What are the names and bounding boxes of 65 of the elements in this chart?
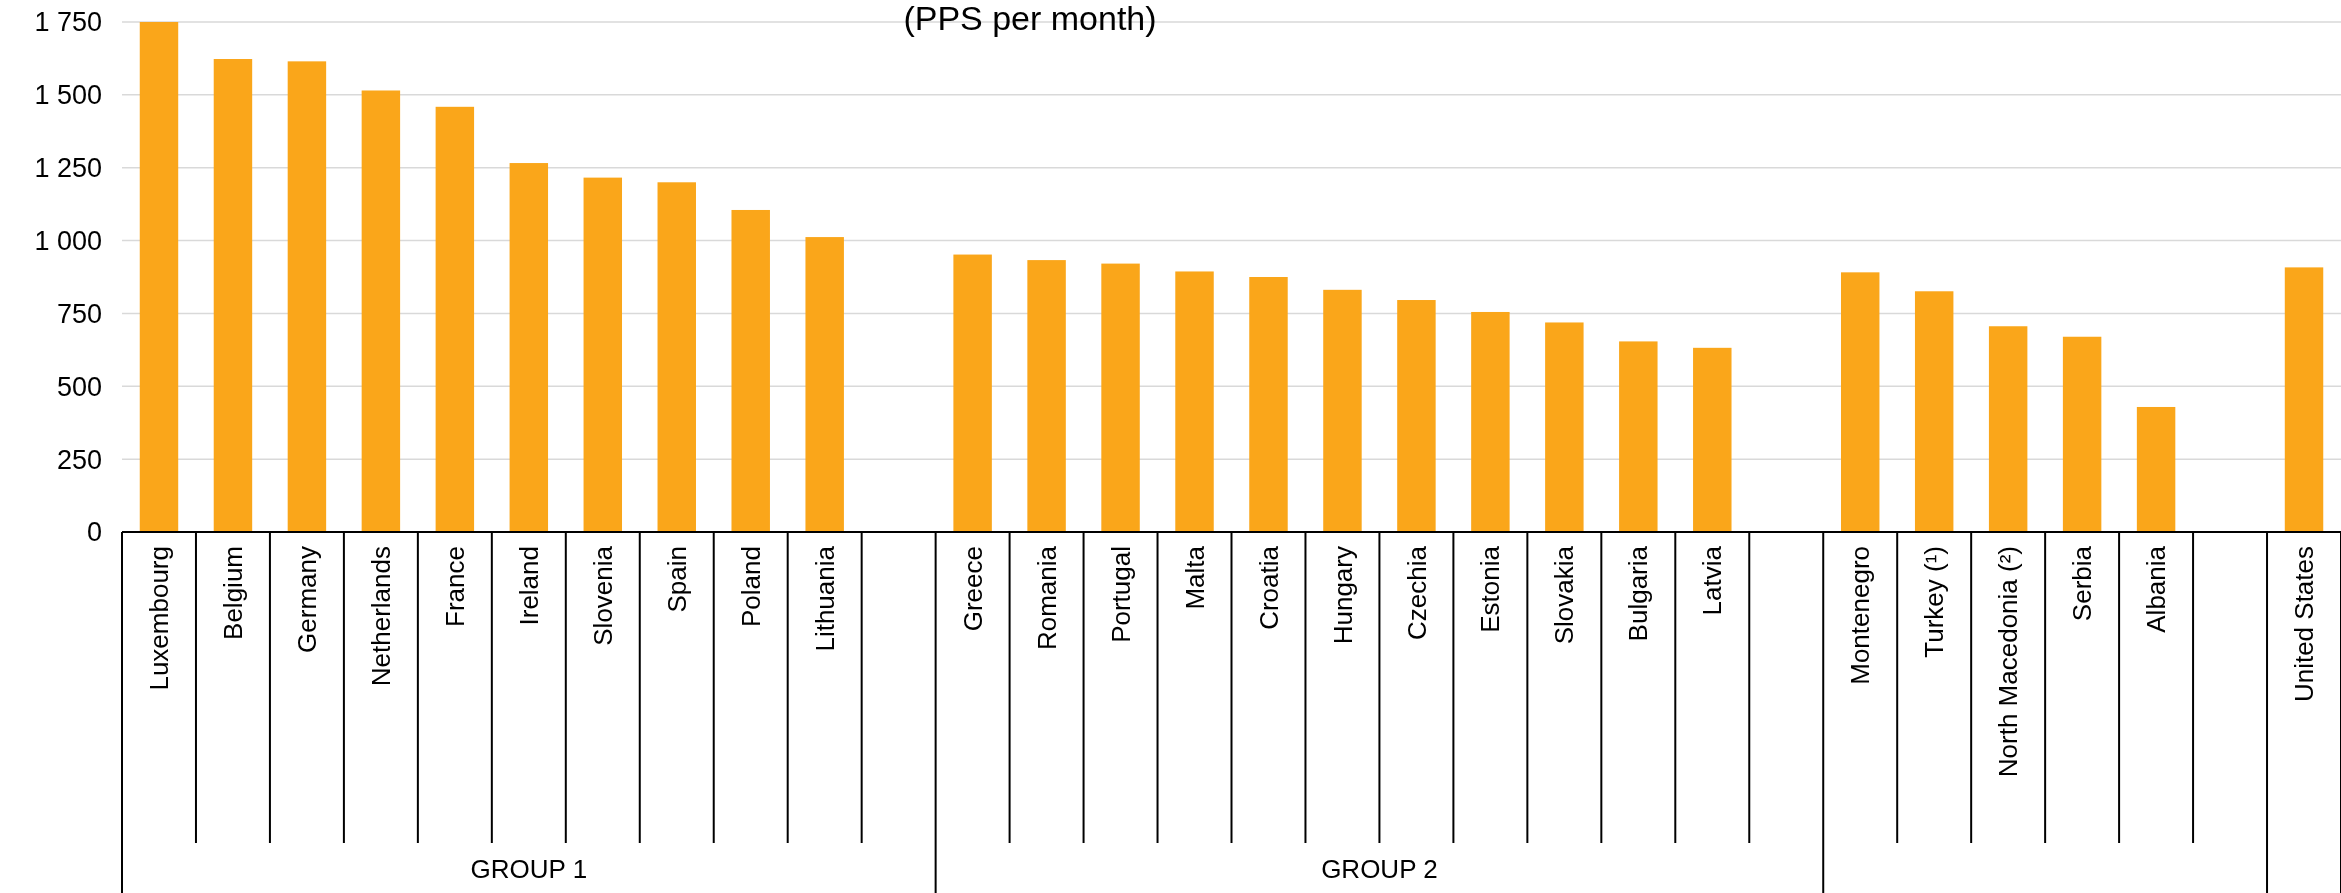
- bar: [1619, 341, 1658, 532]
- bar: [2284, 267, 2324, 532]
- bar: [1027, 260, 1066, 532]
- text: GROUP 2: [1321, 854, 1438, 884]
- bar: [1988, 326, 2028, 532]
- bar: [953, 254, 992, 532]
- x-tick-label: Lithuania: [809, 545, 840, 652]
- bar: [1249, 277, 1288, 532]
- y-tick-label: 1 750: [34, 7, 102, 38]
- bar: [1840, 272, 1880, 532]
- x-tick-label: Malta: [1179, 545, 1210, 610]
- bar: [1471, 311, 1510, 532]
- x-tick-label: Germany: [292, 546, 323, 653]
- x-tick-label: Latvia: [1697, 545, 1728, 616]
- x-tick-label: Montenegro: [1845, 546, 1876, 685]
- bar: [435, 106, 475, 532]
- y-tick-label: 750: [56, 298, 102, 329]
- bar: [583, 177, 623, 532]
- bar: [1175, 271, 1214, 532]
- bar: [805, 237, 844, 532]
- bar: [657, 182, 696, 532]
- x-tick-label: Ireland: [513, 546, 544, 626]
- x-tick-label: Turkey (¹): [1919, 546, 1950, 658]
- x-tick-label: United States: [2289, 546, 2320, 703]
- x-tick-label: Poland: [735, 546, 766, 627]
- x-tick-label: Slovakia: [1549, 545, 1580, 645]
- x-tick-label: Hungary: [1327, 546, 1358, 645]
- x-tick-label: Serbia: [2067, 545, 2098, 622]
- bar: [1323, 289, 1362, 532]
- text: GROUP 1: [470, 854, 588, 884]
- y-tick-label: 250: [56, 444, 102, 475]
- bar: [1693, 347, 1732, 532]
- bar: [1397, 300, 1436, 532]
- x-tick-label: Portugal: [1105, 546, 1136, 643]
- bar: [2136, 406, 2176, 532]
- bar: [213, 59, 253, 532]
- y-tick-label: 500: [56, 371, 102, 402]
- x-tick-label: Belgium: [218, 546, 249, 640]
- bar: [2062, 336, 2102, 532]
- y-tick-label: 1 500: [34, 80, 102, 111]
- x-tick-label: North Macedonia (²): [1993, 546, 2024, 778]
- x-tick-label: Croatia: [1253, 545, 1284, 630]
- x-tick-label: Spain: [661, 546, 692, 613]
- y-tick-label: 1 250: [34, 153, 102, 184]
- x-tick-label: Greece: [957, 546, 988, 632]
- x-tick-label: France: [439, 546, 470, 627]
- x-tick-label: Estonia: [1475, 545, 1506, 633]
- bar: [139, 22, 179, 532]
- y-tick-label: 1 000: [34, 226, 102, 257]
- bar: [1545, 322, 1584, 532]
- y-tick-label: 0: [86, 517, 102, 548]
- bar: [361, 90, 401, 532]
- bar: [509, 163, 549, 532]
- x-tick-label: Romania: [1031, 545, 1062, 651]
- bar: [731, 209, 770, 532]
- x-tick-label: Netherlands: [365, 546, 396, 687]
- x-tick-label: Czechia: [1401, 545, 1432, 640]
- x-tick-label: Luxembourg: [144, 546, 175, 691]
- bar: [287, 61, 327, 532]
- x-tick-label: Bulgaria: [1623, 545, 1654, 642]
- chart-title: (PPS per month): [903, 0, 1157, 37]
- bar: [1101, 263, 1140, 532]
- x-tick-label: Slovenia: [587, 545, 618, 646]
- bar: [1914, 291, 1954, 532]
- x-tick-label: Albania: [2141, 545, 2172, 633]
